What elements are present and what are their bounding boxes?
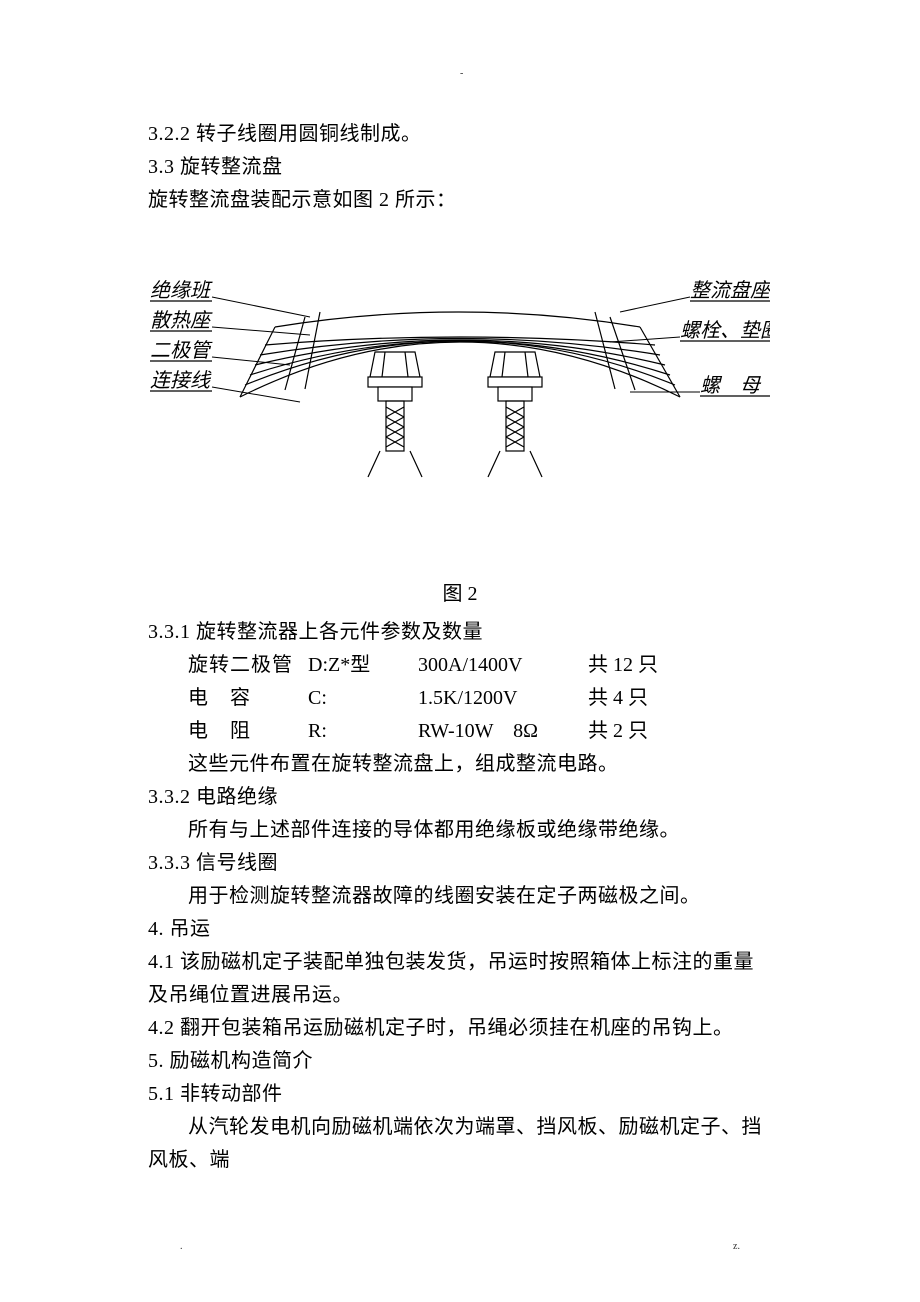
comp-spec: 1.5K/1200V: [418, 682, 588, 715]
footer-left: .: [180, 1241, 183, 1252]
component-parameters-table: 旋转二极管 D:Z*型 300A/1400V 共 12 只 电 容 C: 1.5…: [188, 649, 772, 748]
section-3-2-2: 3.2.2 转子线圈用圆铜线制成。: [148, 118, 772, 151]
section-3-3-1-note: 这些元件布置在旋转整流盘上，组成整流电路。: [188, 748, 772, 781]
section-3-3-intro: 旋转整流盘装配示意如图 2 所示：: [148, 184, 772, 217]
comp-qty: 共 12 只: [588, 649, 688, 682]
label-wire: 连接线: [150, 370, 212, 392]
comp-qty: 共 2 只: [588, 715, 688, 748]
label-bolt-washer: 螺栓、垫圈: [680, 320, 770, 342]
component-row-capacitor: 电 容 C: 1.5K/1200V 共 4 只: [188, 682, 772, 715]
section-4-heading: 4. 吊运: [148, 913, 772, 946]
section-5-1-body: 从汽轮发电机向励磁机端依次为端罩、挡风板、励磁机定子、挡风板、端: [148, 1111, 772, 1177]
comp-model: R:: [308, 715, 418, 748]
label-diode: 二极管: [150, 340, 213, 362]
component-row-diode: 旋转二极管 D:Z*型 300A/1400V 共 12 只: [188, 649, 772, 682]
rectifier-disc-svg: 绝缘班 散热座 二极管 连接线 整流盘座 螺栓、垫圈 螺 母: [150, 267, 770, 527]
figure-2-diagram: 绝缘班 散热座 二极管 连接线 整流盘座 螺栓、垫圈 螺 母: [148, 267, 772, 527]
figure-caption: 图 2: [148, 577, 772, 606]
comp-spec: RW-10W 8Ω: [418, 715, 588, 748]
label-nut: 螺 母: [700, 375, 762, 397]
comp-model: D:Z*型: [308, 649, 418, 682]
comp-name: 旋转二极管: [188, 649, 308, 682]
section-4-1: 4.1 该励磁机定子装配单独包装发货，吊运时按照箱体上标注的重量及吊绳位置进展吊…: [148, 946, 772, 1012]
document-body: 3.2.2 转子线圈用圆铜线制成。 3.3 旋转整流盘 旋转整流盘装配示意如图 …: [0, 0, 920, 1177]
section-5-1-heading: 5.1 非转动部件: [148, 1078, 772, 1111]
section-3-3-2-heading: 3.3.2 电路绝缘: [148, 781, 772, 814]
bolt-left: [368, 352, 422, 477]
footer-right: z.: [733, 1241, 740, 1252]
comp-spec: 300A/1400V: [418, 649, 588, 682]
label-heatsink: 散热座: [150, 310, 213, 332]
section-3-3-2-body: 所有与上述部件连接的导体都用绝缘板或绝缘带绝缘。: [148, 814, 772, 847]
comp-model: C:: [308, 682, 418, 715]
bolt-right: [488, 352, 542, 477]
section-3-3-1-heading: 3.3.1 旋转整流器上各元件参数及数量: [148, 616, 772, 649]
disc-arcs: [240, 312, 680, 397]
label-insulation: 绝缘班: [150, 279, 213, 302]
comp-name: 电 阻: [188, 715, 308, 748]
comp-qty: 共 4 只: [588, 682, 688, 715]
section-5-heading: 5. 励磁机构造简介: [148, 1045, 772, 1078]
label-disc-base: 整流盘座: [690, 280, 770, 302]
section-3-3-3-heading: 3.3.3 信号线圈: [148, 847, 772, 880]
top-marker: -: [460, 68, 463, 79]
comp-name: 电 容: [188, 682, 308, 715]
section-3-3-heading: 3.3 旋转整流盘: [148, 151, 772, 184]
section-3-3-3-body: 用于检测旋转整流器故障的线圈安装在定子两磁极之间。: [148, 880, 772, 913]
section-4-2: 4.2 翻开包装箱吊运励磁机定子时，吊绳必须挂在机座的吊钩上。: [148, 1012, 772, 1045]
component-row-resistor: 电 阻 R: RW-10W 8Ω 共 2 只: [188, 715, 772, 748]
